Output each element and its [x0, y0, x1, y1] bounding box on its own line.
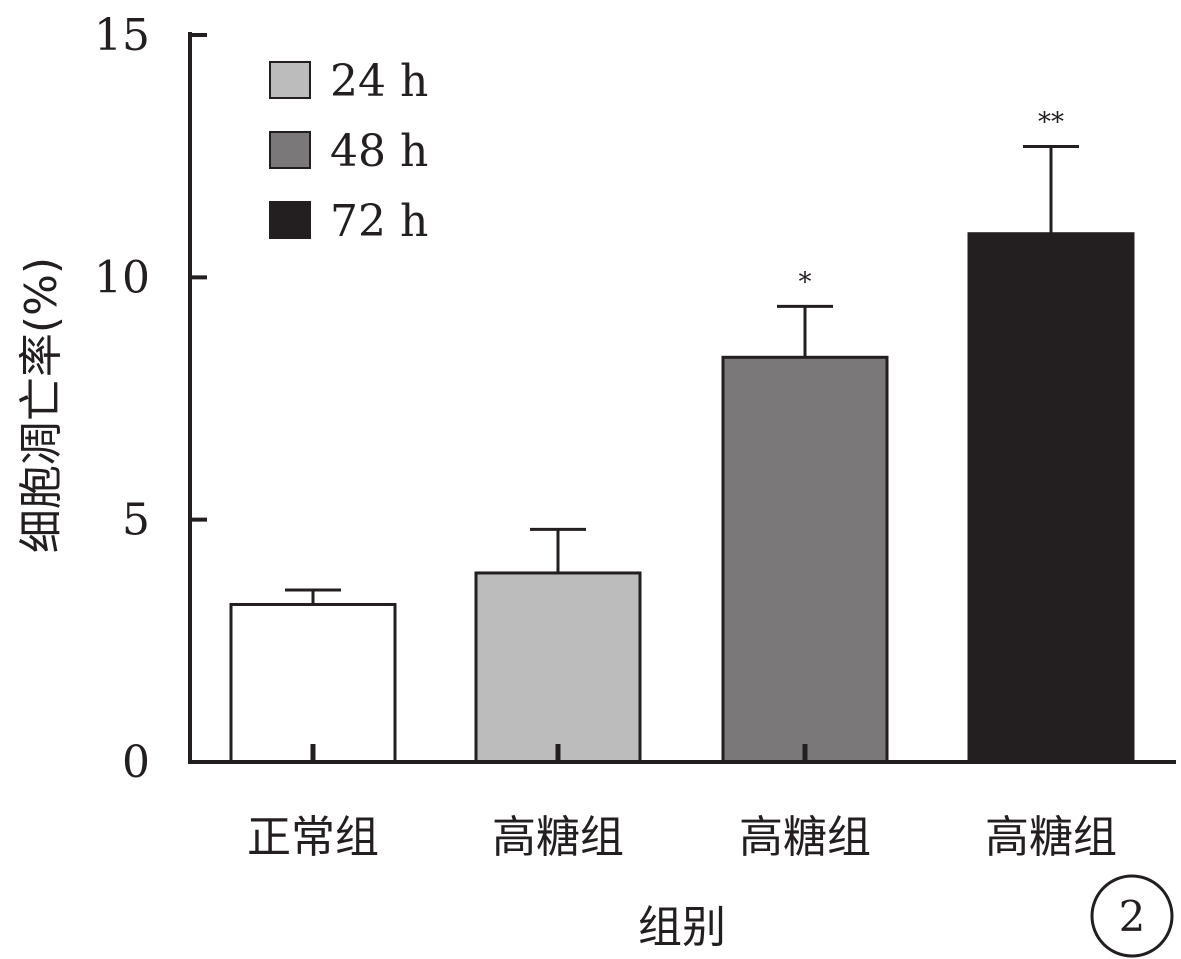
category-label: 高糖组 — [739, 812, 871, 863]
y-ticks: 0 5 10 15 — [94, 10, 207, 788]
legend-swatch — [269, 201, 311, 239]
y-tick-label: 5 — [122, 495, 150, 546]
legend-swatch — [269, 61, 311, 99]
legend-label: 48 h — [330, 126, 428, 177]
legend-swatch — [269, 131, 311, 169]
bars-layer: *** — [229, 107, 1135, 764]
y-tick-label: 10 — [94, 252, 150, 303]
category-label: 高糖组 — [492, 812, 624, 863]
panel-label-circle — [1090, 874, 1174, 958]
bar — [721, 355, 889, 764]
significance-label: * — [799, 267, 812, 297]
category-labels: 正常组 高糖组 高糖组 高糖组 — [247, 812, 1117, 863]
bar — [474, 571, 642, 764]
panel-label-text: 2 — [1119, 892, 1146, 941]
panel-label: 2 — [1090, 874, 1174, 958]
bar — [229, 602, 397, 764]
axes-layer — [188, 32, 1176, 764]
x-axis-title: 组别 — [638, 902, 726, 953]
legend-label: 72 h — [330, 196, 428, 247]
category-label: 正常组 — [247, 812, 379, 863]
y-axis-title: 细胞凋亡率(%) — [16, 257, 67, 553]
bar — [967, 232, 1135, 764]
significance-label: ** — [1038, 107, 1064, 137]
y-tick-label: 15 — [94, 10, 150, 61]
legend-label: 24 h — [330, 56, 428, 107]
y-tick-label: 0 — [122, 737, 150, 788]
legend: 24 h 48 h 72 h — [269, 56, 428, 247]
category-label: 高糖组 — [985, 812, 1117, 863]
